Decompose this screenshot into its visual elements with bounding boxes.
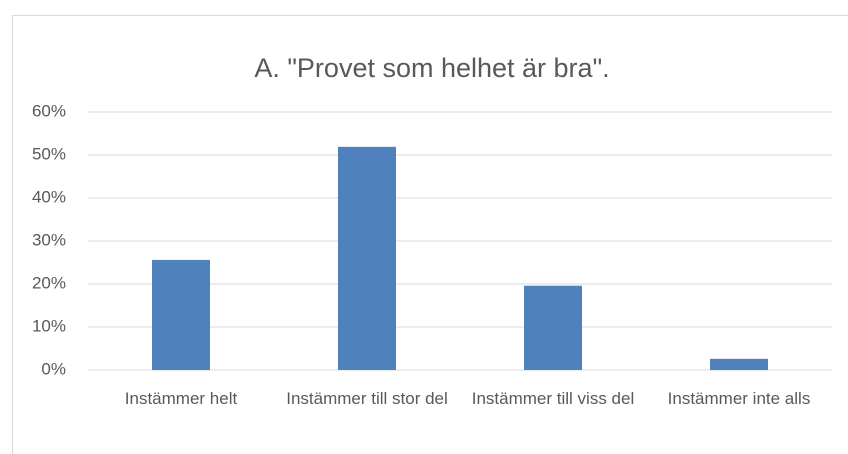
x-tick-label: Instämmer till viss del: [471, 389, 635, 408]
y-tick-label: 60%: [32, 101, 66, 120]
y-tick-label: 20%: [32, 273, 66, 292]
x-tick-label: Instämmer inte alls: [667, 389, 811, 408]
y-tick-label: 30%: [32, 230, 66, 249]
chart-title: A. "Provet som helhet är bra".: [254, 53, 609, 83]
x-tick-label: Instämmer till stor del: [286, 389, 448, 408]
bar: [152, 259, 210, 370]
y-tick-label: 40%: [32, 187, 66, 206]
y-tick-label: 50%: [32, 144, 66, 163]
y-tick-label: 10%: [32, 316, 66, 335]
bar: [338, 146, 396, 370]
bar: [710, 358, 768, 370]
bar: [524, 285, 582, 370]
chart-border: [12, 15, 848, 454]
y-tick-label: 0%: [41, 359, 66, 378]
x-tick-label: Instämmer helt: [124, 389, 238, 408]
